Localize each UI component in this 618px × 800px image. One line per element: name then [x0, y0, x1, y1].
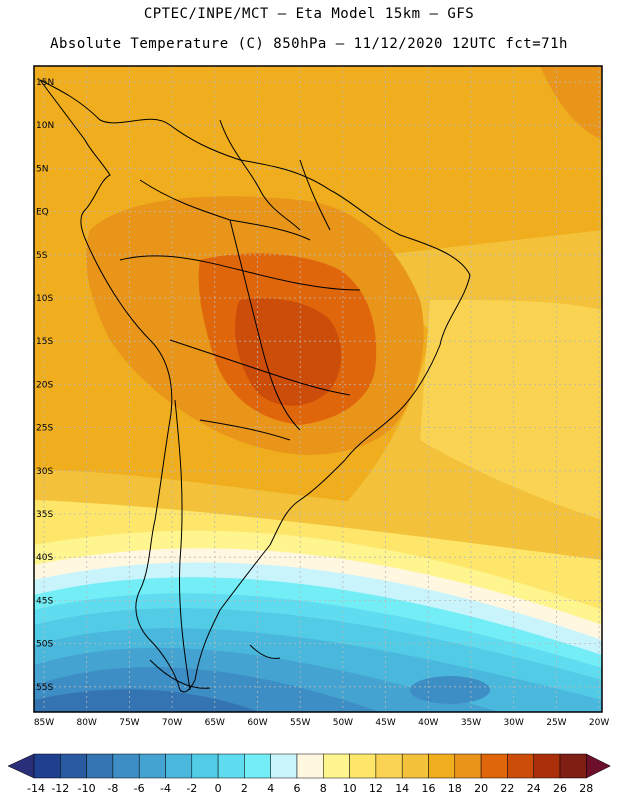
colorbar-label: 24: [527, 782, 541, 795]
title-line-2: Absolute Temperature (C) 850hPa – 11/12/…: [50, 36, 568, 52]
border-line-6: [219, 119, 301, 231]
lat-label: 10S: [36, 294, 53, 304]
colorbar-label: 14: [395, 782, 409, 795]
lat-label: 5N: [36, 164, 48, 174]
tierra-del-fuego: [149, 659, 211, 689]
lat-label: 55S: [36, 683, 53, 693]
lat-label: 25S: [36, 424, 53, 434]
falklands: [249, 644, 281, 659]
lon-label: 50W: [333, 718, 353, 728]
colorbar-cell: [165, 753, 193, 779]
band-22-24: [235, 298, 342, 406]
colorbar-cell: [191, 753, 219, 779]
lat-label: 15S: [36, 337, 53, 347]
colorbar-cell: [323, 753, 350, 779]
colorbar-cell: [375, 753, 403, 779]
colorbar-cell: [217, 753, 245, 779]
colorbar-label: 12: [369, 782, 383, 795]
border-line-andes: [174, 399, 191, 691]
colorbar-label: 28: [579, 782, 593, 795]
colorbar-label: -12: [51, 782, 69, 795]
colorbar-cell: [349, 753, 377, 779]
latitude-labels: 15N 10N 5N EQ 5S 10S 15S 20S 25S 30S 35S 40S 45S 50S 5…: [36, 78, 54, 693]
border-line-1: [119, 255, 361, 291]
south-america-coastline: [39, 79, 471, 693]
colorbar-label: 4: [267, 782, 274, 795]
lon-label: 70W: [162, 718, 182, 728]
colorbar-cell: [401, 753, 429, 779]
lon-label: 60W: [247, 718, 267, 728]
lat-label: 15N: [36, 78, 54, 88]
band-minus10-minus8: [34, 689, 260, 712]
lat-label: 30S: [36, 467, 53, 477]
colorbar-label: -10: [78, 782, 96, 795]
colorbar: -14 -12 -10 -8 -6 -4 -2 0 2 4 6 8 10 12 14 16 18 20 22 24 26…: [7, 753, 611, 795]
colorbar-cell: [138, 753, 166, 779]
lon-label: 85W: [34, 718, 54, 728]
colorbar-cell: [533, 753, 561, 779]
colorbar-low-arrow: [7, 753, 35, 779]
colorbar-cell: [507, 753, 534, 779]
temperature-field: [34, 66, 602, 712]
colorbar-label: 6: [294, 782, 301, 795]
colorbar-cell: [296, 753, 324, 779]
lon-label: 35W: [461, 718, 481, 728]
border-line-7: [299, 159, 331, 231]
colorbar-cell: [559, 753, 587, 779]
colorbar-label: -14: [27, 782, 45, 795]
colorbar-label: 16: [422, 782, 436, 795]
colorbar-cell: [270, 753, 298, 779]
colorbar-cell: [428, 753, 456, 779]
lon-label: 20W: [589, 718, 609, 728]
colorbar-label: 26: [553, 782, 567, 795]
colorbar-label: 8: [320, 782, 327, 795]
colorbar-label: -4: [160, 782, 171, 795]
longitude-labels: 85W 80W 75W 70W 65W 60W 55W 50W 45W 40W 35W 30W 25W 2…: [34, 718, 610, 728]
border-line-4: [169, 339, 351, 396]
lon-label: 75W: [119, 718, 139, 728]
colorbar-cell: [480, 753, 508, 779]
lon-label: 55W: [290, 718, 310, 728]
lat-label: 40S: [36, 553, 53, 563]
colorbar-label: -8: [107, 782, 118, 795]
lat-label: 45S: [36, 596, 53, 606]
lon-label: 30W: [504, 718, 524, 728]
colorbar-cell: [454, 753, 482, 779]
lat-label: 35S: [36, 510, 53, 520]
border-line-3: [229, 219, 301, 431]
coastlines: [39, 79, 471, 693]
band-18-20-ne: [540, 66, 602, 140]
colorbar-label: 22: [500, 782, 514, 795]
lon-label: 80W: [77, 718, 97, 728]
colorbar-label: 10: [343, 782, 357, 795]
cold-spot-se: [410, 676, 490, 704]
lon-label: 40W: [418, 718, 438, 728]
colorbar-label: 20: [474, 782, 488, 795]
colorbar-cell: [112, 753, 140, 779]
map-frame: [33, 65, 603, 713]
border-line-5: [199, 419, 291, 441]
lat-label: 5S: [36, 251, 48, 261]
lon-label: 45W: [375, 718, 395, 728]
lon-label: 25W: [546, 718, 566, 728]
colorbar-label: 2: [241, 782, 248, 795]
lat-label: 50S: [36, 640, 53, 650]
lat-label: 10N: [36, 121, 54, 131]
colorbar-cell: [33, 753, 61, 779]
lat-label: EQ: [36, 208, 49, 218]
colorbar-cell: [60, 753, 87, 779]
colorbar-label: 18: [448, 782, 462, 795]
colorbar-label: 0: [215, 782, 222, 795]
lat-label: 20S: [36, 380, 53, 390]
colorbar-label: -6: [134, 782, 145, 795]
title-line-1: CPTEC/INPE/MCT – Eta Model 15km – GFS: [143, 6, 475, 22]
band-12-14-east: [420, 300, 602, 520]
colorbar-cell: [244, 753, 271, 779]
colorbar-high-arrow: [586, 753, 611, 779]
colorbar-cell: [86, 753, 114, 779]
colorbar-label: -2: [186, 782, 197, 795]
lon-label: 65W: [205, 718, 225, 728]
